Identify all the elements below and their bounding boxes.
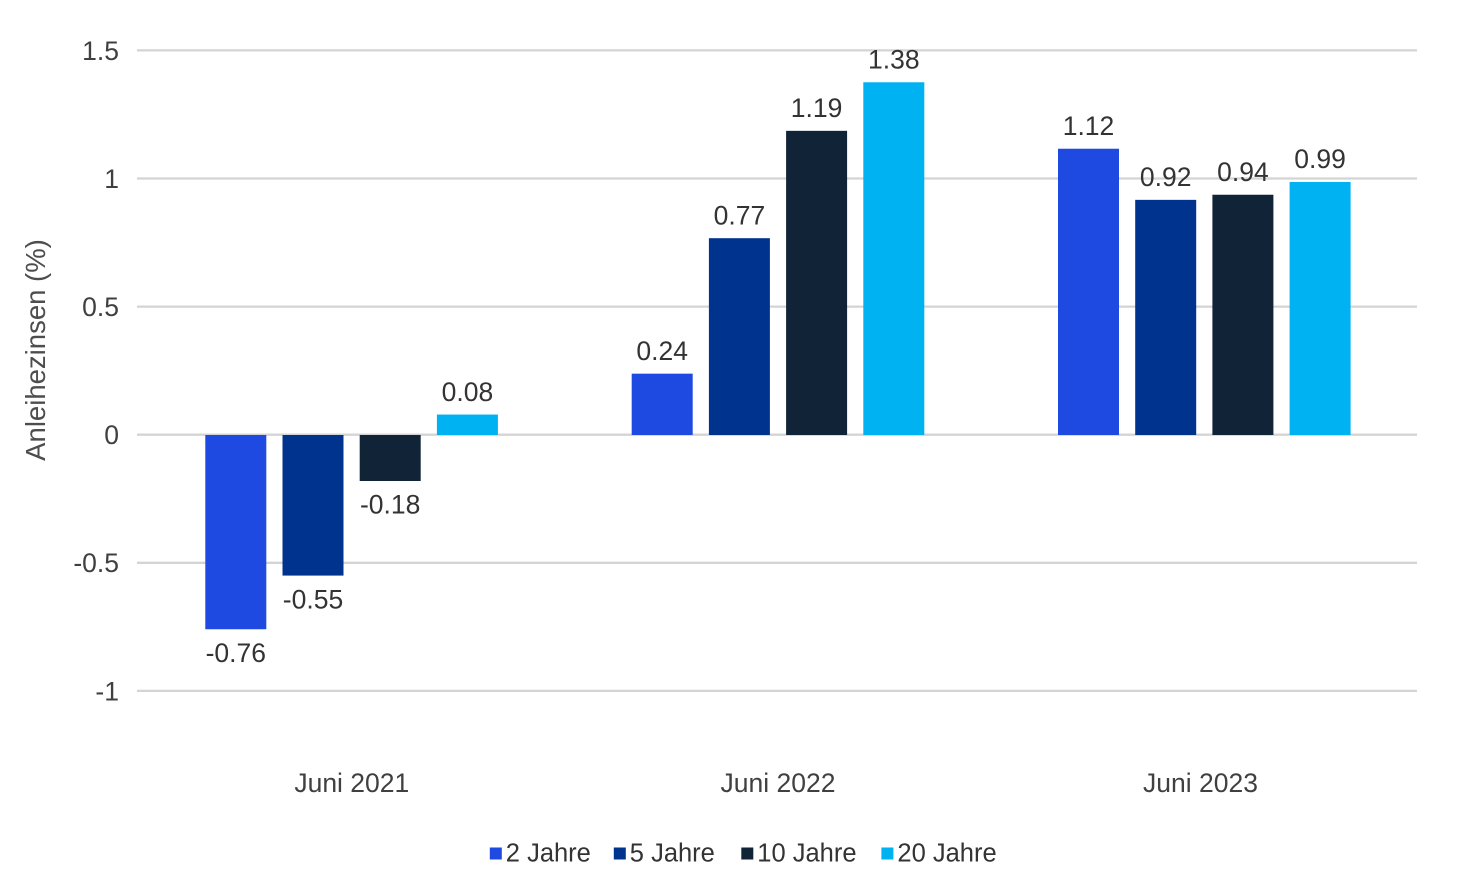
svg-text:0.92: 0.92	[1140, 162, 1192, 192]
svg-text:0.94: 0.94	[1217, 157, 1269, 187]
svg-text:Juni 2022: Juni 2022	[721, 768, 836, 798]
svg-text:0.77: 0.77	[714, 200, 766, 230]
svg-text:0.5: 0.5	[82, 292, 119, 322]
svg-text:2 Jahre: 2 Jahre	[506, 840, 591, 868]
svg-text:-0.76: -0.76	[206, 638, 266, 668]
svg-text:Anleihezinsen (%): Anleihezinsen (%)	[20, 239, 51, 461]
svg-text:5 Jahre: 5 Jahre	[630, 840, 715, 868]
svg-text:0.24: 0.24	[636, 336, 688, 366]
svg-text:1: 1	[104, 164, 119, 194]
svg-text:20 Jahre: 20 Jahre	[897, 840, 996, 868]
svg-text:Juni 2021: Juni 2021	[294, 768, 409, 798]
svg-text:1.38: 1.38	[868, 45, 920, 75]
svg-text:0: 0	[104, 420, 119, 450]
svg-text:-1: -1	[95, 676, 119, 706]
svg-text:1.12: 1.12	[1063, 111, 1115, 141]
svg-text:0.99: 0.99	[1294, 144, 1346, 174]
svg-text:1.19: 1.19	[791, 93, 843, 123]
svg-text:-0.55: -0.55	[283, 584, 343, 614]
svg-text:Juni 2023: Juni 2023	[1143, 768, 1258, 798]
svg-text:-0.5: -0.5	[73, 548, 119, 578]
svg-text:10 Jahre: 10 Jahre	[757, 840, 856, 868]
svg-text:-0.18: -0.18	[360, 490, 420, 520]
svg-text:0.08: 0.08	[442, 377, 494, 407]
svg-text:1.5: 1.5	[82, 36, 119, 66]
